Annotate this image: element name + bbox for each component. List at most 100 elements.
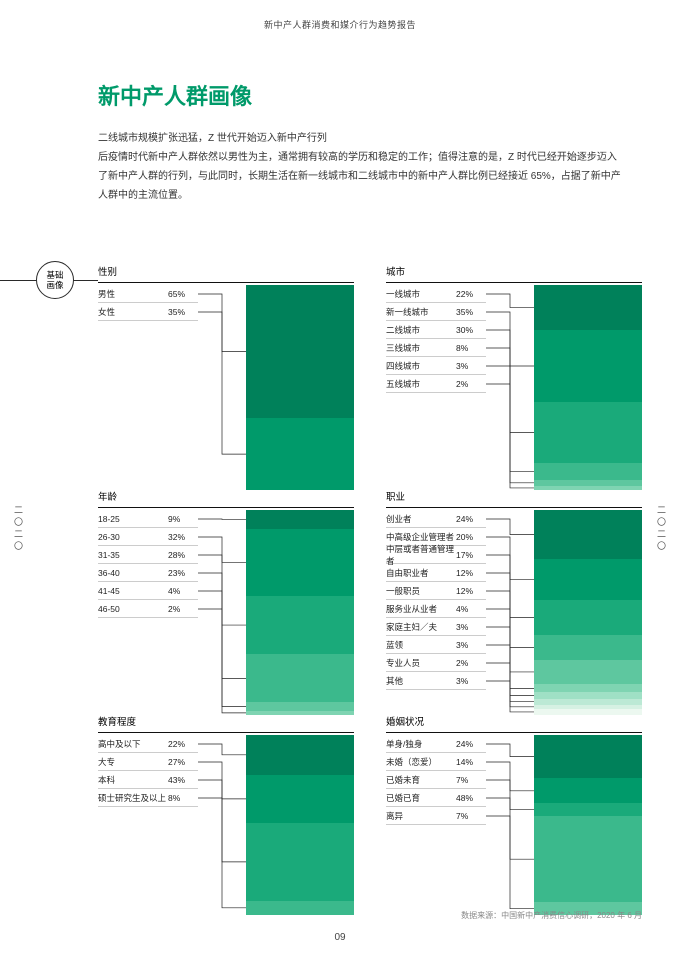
row-value: 22% xyxy=(168,739,198,749)
stacked-bar xyxy=(246,285,354,490)
connectors xyxy=(486,735,534,915)
panel-title: 性别 xyxy=(98,264,354,283)
connectors xyxy=(486,510,534,715)
row-value: 48% xyxy=(456,793,486,803)
row-label: 41-45 xyxy=(98,586,168,596)
row-value: 23% xyxy=(168,568,198,578)
row-label: 单身/独身 xyxy=(386,738,456,750)
panel-title: 城市 xyxy=(386,264,642,283)
page-number: 09 xyxy=(334,932,345,943)
row-value: 7% xyxy=(456,775,486,785)
row-label: 中层或者普通管理者 xyxy=(386,543,456,567)
row-value: 30% xyxy=(456,325,486,335)
data-row: 大专27% xyxy=(98,753,198,771)
row-label: 未婚（恋爱） xyxy=(386,756,456,768)
row-value: 3% xyxy=(456,361,486,371)
data-row: 本科43% xyxy=(98,771,198,789)
row-label: 硕士研究生及以上 xyxy=(98,792,168,804)
data-row: 36-4023% xyxy=(98,564,198,582)
row-value: 12% xyxy=(456,568,486,578)
row-value: 3% xyxy=(456,622,486,632)
connectors xyxy=(198,510,246,715)
data-row: 男性65% xyxy=(98,285,198,303)
chart-panel-occ: 职业创业者24%中高级企业管理者20%中层或者普通管理者17%自由职业者12%一… xyxy=(386,489,642,715)
row-value: 27% xyxy=(168,757,198,767)
stacked-bar xyxy=(246,735,354,915)
data-row: 二线城市30% xyxy=(386,321,486,339)
data-row: 家庭主妇／夫3% xyxy=(386,618,486,636)
segment xyxy=(534,463,642,479)
segment xyxy=(534,816,642,902)
row-value: 20% xyxy=(456,532,486,542)
data-row: 专业人员2% xyxy=(386,654,486,672)
row-label: 18-25 xyxy=(98,514,168,524)
data-row: 四线城市3% xyxy=(386,357,486,375)
data-row: 已婚已育48% xyxy=(386,789,486,807)
row-label: 四线城市 xyxy=(386,360,456,372)
row-value: 3% xyxy=(456,676,486,686)
data-row: 女性35% xyxy=(98,303,198,321)
header-title: 新中产人群消费和媒介行为趋势报告 xyxy=(0,0,680,31)
row-label: 本科 xyxy=(98,774,168,786)
row-value: 2% xyxy=(168,604,198,614)
row-value: 12% xyxy=(456,586,486,596)
row-value: 32% xyxy=(168,532,198,542)
row-label: 已婚已育 xyxy=(386,792,456,804)
paragraph: 后疫情时代新中产人群依然以男性为主，通常拥有较高的学历和稳定的工作；值得注意的是… xyxy=(98,148,624,205)
row-label: 46-50 xyxy=(98,604,168,614)
data-row: 五线城市2% xyxy=(386,375,486,393)
stacked-bar xyxy=(534,510,642,715)
segment xyxy=(534,510,642,559)
row-label: 其他 xyxy=(386,675,456,687)
data-row: 创业者24% xyxy=(386,510,486,528)
chart-panel-mar: 婚姻状况单身/独身24%未婚（恋爱）14%已婚未育7%已婚已育48%离异7% xyxy=(386,714,642,915)
row-value: 24% xyxy=(456,739,486,749)
segment xyxy=(246,654,354,702)
segment xyxy=(534,660,642,685)
data-row: 单身/独身24% xyxy=(386,735,486,753)
segment xyxy=(534,285,642,330)
segment xyxy=(246,702,354,710)
badge: 基础 画像 xyxy=(36,261,74,299)
data-row: 18-259% xyxy=(98,510,198,528)
row-label: 大专 xyxy=(98,756,168,768)
data-row: 41-454% xyxy=(98,582,198,600)
segment xyxy=(246,529,354,596)
row-value: 35% xyxy=(456,307,486,317)
segment xyxy=(534,803,642,816)
row-value: 24% xyxy=(456,514,486,524)
data-row: 一般职员12% xyxy=(386,582,486,600)
row-label: 中高级企业管理者 xyxy=(386,531,456,543)
data-row: 31-3528% xyxy=(98,546,198,564)
segment xyxy=(246,510,354,529)
panel-title: 婚姻状况 xyxy=(386,714,642,733)
row-label: 男性 xyxy=(98,288,168,300)
row-value: 4% xyxy=(168,586,198,596)
chart-panel-age: 年龄18-259%26-3032%31-3528%36-4023%41-454%… xyxy=(98,489,354,715)
chart-panel-city: 城市一线城市22%新一线城市35%二线城市30%三线城市8%四线城市3%五线城市… xyxy=(386,264,642,490)
row-value: 8% xyxy=(168,793,198,803)
segment xyxy=(534,684,642,692)
row-label: 女性 xyxy=(98,306,168,318)
data-row: 高中及以下22% xyxy=(98,735,198,753)
segment xyxy=(534,600,642,635)
segment xyxy=(246,823,354,900)
body-text: 二线城市规模扩张迅猛，Z 世代开始迈入新中产行列后疫情时代新中产人群依然以男性为… xyxy=(98,129,624,205)
row-value: 9% xyxy=(168,514,198,524)
row-label: 自由职业者 xyxy=(386,567,456,579)
row-value: 14% xyxy=(456,757,486,767)
stacked-bar xyxy=(534,735,642,915)
stacked-bar xyxy=(246,510,354,715)
data-row: 自由职业者12% xyxy=(386,564,486,582)
row-value: 65% xyxy=(168,289,198,299)
row-label: 二线城市 xyxy=(386,324,456,336)
row-label: 离异 xyxy=(386,810,456,822)
row-label: 三线城市 xyxy=(386,342,456,354)
row-label: 专业人员 xyxy=(386,657,456,669)
panel-title: 年龄 xyxy=(98,489,354,508)
badge-l2: 画像 xyxy=(46,280,63,290)
data-row: 硕士研究生及以上8% xyxy=(98,789,198,807)
row-value: 35% xyxy=(168,307,198,317)
connectors xyxy=(486,285,534,490)
chart-panel-gender: 性别男性65%女性35% xyxy=(98,264,354,490)
